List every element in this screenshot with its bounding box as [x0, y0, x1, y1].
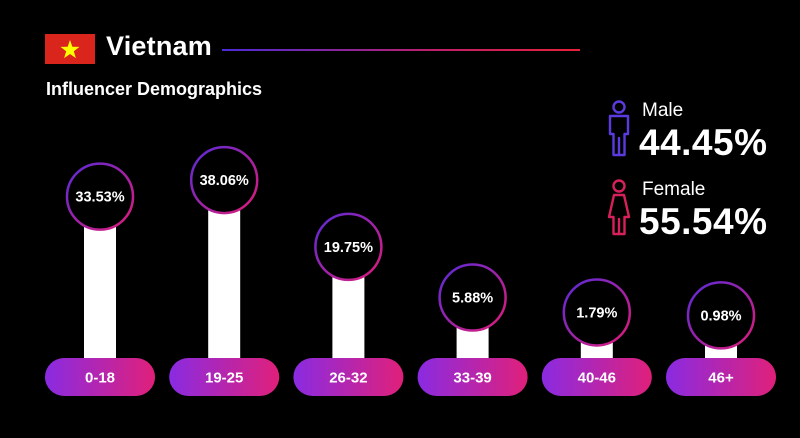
value-circle-40-46 [562, 278, 632, 347]
category-pill-33-39 [417, 358, 528, 396]
value-label-0-18: 33.53% [75, 190, 124, 206]
category-pill-19-25 [169, 358, 280, 396]
category-pill-40-46 [541, 358, 652, 396]
category-pill-26-32 [293, 358, 404, 396]
title-divider [222, 49, 580, 51]
value-circle-33-39 [438, 263, 507, 332]
value-label-46+: 0.98% [700, 308, 741, 324]
female-value: 55.54% [639, 201, 768, 242]
male-stat: Male 44.45% [606, 100, 796, 170]
chart-subtitle: Influencer Demographics [46, 79, 263, 99]
female-icon [607, 179, 631, 236]
value-label-40-46: 1.79% [576, 305, 617, 321]
female-label: Female [642, 179, 706, 200]
value-circle-0-18 [65, 162, 135, 231]
value-label-19-25: 38.06% [200, 173, 249, 189]
male-icon [608, 100, 630, 157]
value-label-26-32: 19.75% [324, 240, 373, 256]
value-circle-46+ [686, 281, 756, 350]
vietnam-flag-icon [45, 34, 95, 64]
female-stat: Female 55.54% [606, 179, 796, 249]
value-circle-26-32 [314, 212, 383, 282]
value-label-33-39: 5.88% [452, 291, 493, 307]
category-label-19-25: 19-25 [205, 370, 243, 387]
category-pill-0-18 [45, 358, 155, 396]
category-label-40-46: 40-46 [578, 370, 616, 387]
male-value: 44.45% [639, 122, 768, 163]
category-label-46+: 46+ [708, 370, 734, 387]
category-label-26-32: 26-32 [329, 370, 367, 387]
value-circle-19-25 [189, 145, 259, 215]
category-pill-46+ [666, 358, 776, 396]
category-label-33-39: 33-39 [453, 370, 491, 387]
category-label-0-18: 0-18 [85, 370, 115, 387]
male-label: Male [642, 100, 684, 121]
country-title: Vietnam [106, 31, 212, 61]
